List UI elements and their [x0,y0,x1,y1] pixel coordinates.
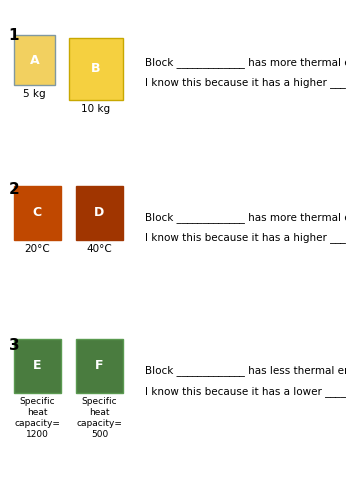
Text: A: A [30,54,39,66]
Text: 20°C: 20°C [24,244,50,254]
Text: 3: 3 [9,338,19,352]
Text: C: C [33,206,42,220]
FancyBboxPatch shape [69,38,123,100]
FancyBboxPatch shape [14,338,61,392]
Text: Block _____________ has more thermal energy: Block _____________ has more thermal ene… [145,58,346,68]
Text: Specific
heat
capacity=
1200: Specific heat capacity= 1200 [14,396,60,439]
Text: 1: 1 [9,28,19,42]
Text: 40°C: 40°C [86,244,112,254]
FancyBboxPatch shape [14,35,55,85]
Text: 10 kg: 10 kg [81,104,111,114]
Text: Block _____________ has more thermal energy: Block _____________ has more thermal ene… [145,212,346,224]
FancyBboxPatch shape [76,186,123,240]
Text: 5 kg: 5 kg [23,89,46,99]
Text: F: F [95,359,104,372]
Text: D: D [94,206,104,220]
Text: Specific
heat
capacity=
500: Specific heat capacity= 500 [76,396,122,439]
Text: I know this because it has a higher _________: I know this because it has a higher ____… [145,78,346,88]
Text: E: E [33,359,42,372]
Text: 2: 2 [9,182,19,198]
Text: Block _____________ has less thermal energy: Block _____________ has less thermal ene… [145,365,346,376]
Text: I know this because it has a lower _________: I know this because it has a lower _____… [145,386,346,397]
FancyBboxPatch shape [76,338,123,392]
FancyBboxPatch shape [14,186,61,240]
Text: B: B [91,62,101,75]
Text: I know this because it has a higher _________: I know this because it has a higher ____… [145,232,346,243]
